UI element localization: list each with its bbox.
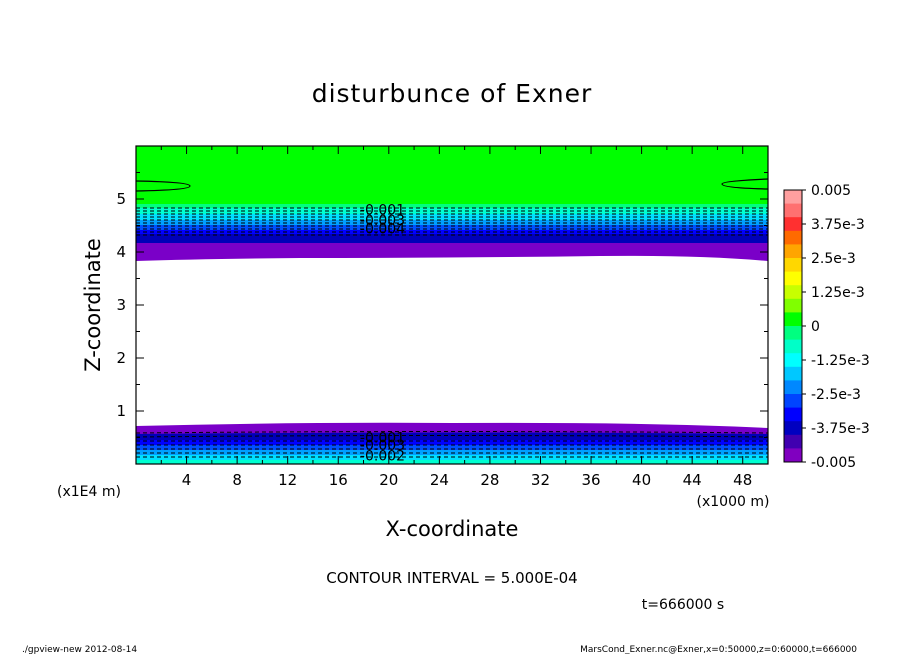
colorbar-label: 1.25e-3 xyxy=(811,285,865,301)
contour-interval: CONTOUR INTERVAL = 5.000E-04 xyxy=(326,569,577,587)
colorbar-swatch xyxy=(784,394,802,409)
contour-label: -0.001 xyxy=(360,431,405,447)
colorbar-swatch xyxy=(784,312,802,327)
contour-label: -0.004 xyxy=(360,222,405,238)
band-upper-7 xyxy=(136,234,768,245)
colorbar-swatch xyxy=(784,434,802,449)
colorbar-swatch xyxy=(784,298,802,313)
contour-label: -0.001 xyxy=(360,203,405,219)
colorbar-swatch xyxy=(784,244,802,259)
y-tick-label: 3 xyxy=(116,296,126,314)
colorbar-label: -1.25e-3 xyxy=(811,353,870,369)
colorbar-label: -0.005 xyxy=(811,455,856,471)
x-tick-label: 28 xyxy=(480,471,499,489)
contour-lines-upper xyxy=(136,207,768,236)
footer-left: ./gpview-new 2012-08-14 xyxy=(22,645,137,654)
colorbar-swatch xyxy=(784,380,802,395)
colorbar-swatch xyxy=(784,407,802,422)
axis-ticks xyxy=(136,146,768,464)
footer-right: MarsCond_Exner.nc@Exner,x=0:50000,z=0:60… xyxy=(580,645,857,654)
x-unit-label: (x1000 m) xyxy=(697,494,770,510)
x-tick-label: 20 xyxy=(379,471,398,489)
colorbar-labels: 0.005 3.75e-3 2.5e-3 1.25e-3 0 -1.25e-3 -2.5e-… xyxy=(802,183,870,471)
band-upper-violet xyxy=(136,243,768,261)
colorbar-swatch xyxy=(784,353,802,368)
y-tick-label: 2 xyxy=(116,349,126,367)
band-lower-5 xyxy=(136,455,768,464)
colorbar-label: 0.005 xyxy=(811,183,851,199)
colorbar-swatch xyxy=(784,230,802,245)
colorbar-label: 2.5e-3 xyxy=(811,251,856,267)
x-tick-label: 12 xyxy=(278,471,297,489)
colorbar-swatch xyxy=(784,421,802,436)
x-tick-label: 48 xyxy=(733,471,752,489)
x-tick-label: 32 xyxy=(531,471,550,489)
zero-contour-right xyxy=(721,178,769,190)
colorbar-swatch xyxy=(784,217,802,232)
x-tick-label: 36 xyxy=(581,471,600,489)
colorbar-swatch xyxy=(784,339,802,354)
colorbar-swatch xyxy=(784,285,802,300)
time-label: t=666000 s xyxy=(642,597,724,613)
colorbar-swatch xyxy=(784,326,802,341)
colorbar-swatch xyxy=(784,203,802,218)
band-upper-5 xyxy=(136,225,768,230)
colorbar-swatch xyxy=(784,448,802,463)
colorbar-label: -3.75e-3 xyxy=(811,421,870,437)
y-tick-label: 5 xyxy=(116,190,126,208)
y-axis-label: Z-coordinate xyxy=(81,238,105,372)
x-tick-label: 8 xyxy=(232,471,242,489)
colorbar-label: 0 xyxy=(811,319,820,335)
x-tick-label: 16 xyxy=(329,471,348,489)
colorbar-swatch xyxy=(784,258,802,273)
x-tick-label: 4 xyxy=(182,471,192,489)
colorbar-swatch xyxy=(784,271,802,286)
colorbar-swatch xyxy=(784,190,802,205)
contour-lines-lower xyxy=(135,431,769,458)
x-tick-label: 44 xyxy=(683,471,702,489)
colorbar-label: -2.5e-3 xyxy=(811,387,861,403)
contour-labels: -0.001-0.003-0.004-0.001-0.003-0.002 xyxy=(360,203,405,465)
x-axis-label: X-coordinate xyxy=(386,517,519,541)
band-lower-6 xyxy=(136,460,768,464)
chart-title: disturbunce of Exner xyxy=(312,79,593,108)
y-tick-label: 1 xyxy=(116,402,126,420)
contour-label: -0.003 xyxy=(360,213,405,229)
band-green-upper xyxy=(136,146,768,206)
x-tick-label: 24 xyxy=(430,471,449,489)
y-unit-label: (x1E4 m) xyxy=(57,484,121,500)
colorbar-swatch xyxy=(784,366,802,381)
contour-label: -0.003 xyxy=(360,438,405,454)
x-tick-label: 40 xyxy=(632,471,651,489)
contour-label: -0.002 xyxy=(360,449,405,465)
colorbar xyxy=(783,189,803,463)
colorbar-label: 3.75e-3 xyxy=(811,217,865,233)
band-upper-1 xyxy=(136,204,768,208)
y-tick-label: 4 xyxy=(116,243,126,261)
zero-contour-left xyxy=(135,180,191,192)
